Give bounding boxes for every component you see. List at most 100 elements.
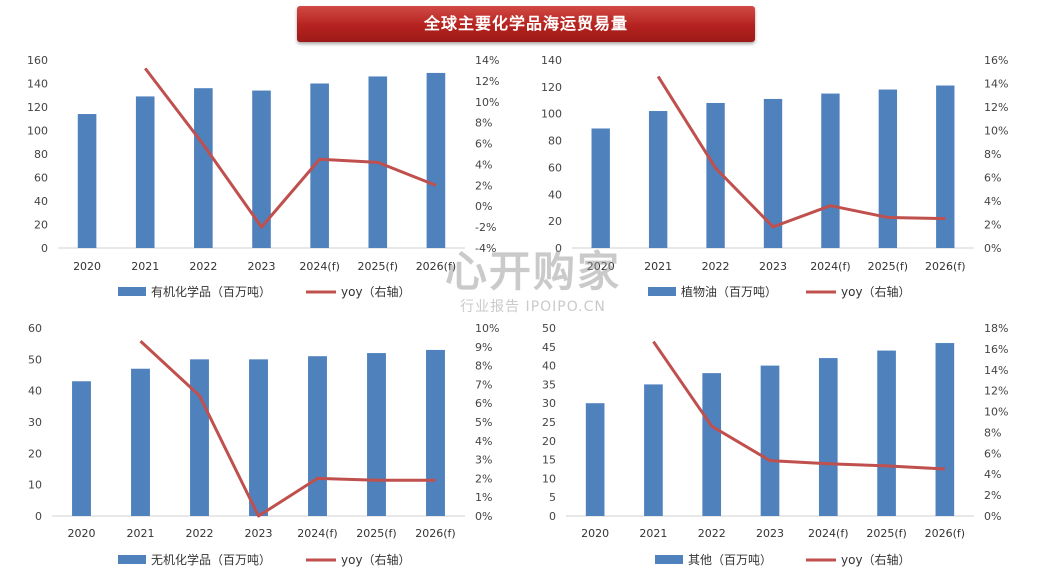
bar — [644, 384, 663, 516]
y2-axis-tick-label: 7% — [475, 378, 492, 391]
y2-axis-tick-label: 14% — [475, 54, 499, 67]
y-axis-tick-label: 40 — [542, 360, 556, 373]
bar — [648, 111, 668, 249]
x-axis-category-label: 2026(f) — [416, 260, 456, 273]
bar — [702, 373, 722, 516]
y-axis-tick-label: 120 — [27, 101, 48, 114]
y2-axis-tick-label: 2% — [984, 489, 1001, 502]
y2-axis-tick-label: 8% — [984, 426, 1001, 439]
y-axis-tick-label: 120 — [541, 81, 562, 94]
bar — [252, 90, 271, 248]
bar — [585, 403, 605, 516]
y2-axis-tick-label: 6% — [475, 397, 492, 410]
x-axis-category-label: 2023 — [248, 260, 276, 273]
chart-inorganic-chemicals: 0 10 20 30 40 50 60 0% 1% 2% 3% 4% 5% 6% 7% 8% 9% 10% 2020… — [28, 322, 499, 567]
bar — [72, 381, 91, 516]
x-axis-category-label: 2026(f) — [925, 527, 965, 540]
y2-axis-tick-label: 12% — [984, 385, 1008, 398]
y-axis-tick-label: 50 — [28, 353, 42, 366]
bar — [249, 359, 268, 516]
y-axis-tick-label: 80 — [34, 148, 48, 161]
y2-axis-tick-label: 10% — [475, 322, 499, 335]
y2-axis-tick-label: -2% — [475, 221, 496, 234]
x-axis-category-label: 2020 — [587, 260, 615, 273]
x-axis-category-label: 2024(f) — [299, 260, 339, 273]
x-axis-category-label: 2020 — [73, 260, 101, 273]
y2-axis-tick-label: 12% — [984, 101, 1008, 114]
y-axis-tick-label: 0 — [35, 510, 42, 523]
x-axis-category-label: 2025(f) — [868, 260, 908, 273]
y2-axis-tick-label: -4% — [475, 242, 496, 255]
x-axis-category-label: 2021 — [644, 260, 672, 273]
y-axis-tick-label: 60 — [28, 322, 42, 335]
y2-axis-tick-label: 12% — [475, 75, 499, 88]
y-axis-tick-label: 40 — [548, 188, 562, 201]
bar — [135, 96, 155, 248]
y2-axis-tick-label: 0% — [475, 200, 492, 213]
y-axis-tick-label: 100 — [27, 125, 48, 138]
legend-line-label: yoy（右轴） — [341, 284, 411, 299]
y-axis-tick-label: 30 — [28, 416, 42, 429]
x-axis-category-label: 2022 — [702, 260, 730, 273]
bar — [310, 83, 329, 248]
legend-bar-label: 有机化学品（百万吨） — [151, 284, 271, 299]
x-axis-category-label: 2026(f) — [925, 260, 965, 273]
x-axis-category-label: 2025(f) — [866, 527, 906, 540]
y-axis-tick-label: 20 — [28, 447, 42, 460]
x-axis-category-label: 2021 — [639, 527, 667, 540]
y2-axis-tick-label: 14% — [984, 78, 1008, 91]
y2-axis-tick-label: 8% — [475, 360, 492, 373]
y-axis-tick-label: 5 — [549, 491, 556, 504]
x-axis-category-label: 2023 — [245, 527, 273, 540]
y2-axis-tick-label: 10% — [475, 96, 499, 109]
chart-vegetable-oil: 0 20 40 60 80 100 120 140 0% 2% 4% 6% 8% 10% 12% 14% 16%… — [541, 54, 1008, 299]
y-axis-tick-label: 160 — [27, 54, 48, 67]
x-axis-category-label: 2022 — [698, 527, 726, 540]
legend-bar-label: 其他（百万吨） — [688, 553, 772, 567]
y-axis-tick-label: 60 — [548, 161, 562, 174]
legend-line-label: yoy（右轴） — [841, 552, 911, 567]
x-axis-category-label: 2023 — [759, 260, 787, 273]
bar — [77, 114, 97, 248]
y-axis-tick-label: 0 — [549, 510, 556, 523]
x-axis-category-label: 2022 — [189, 260, 217, 273]
y-axis-tick-label: 100 — [541, 108, 562, 121]
legend-bar-swatch — [655, 555, 683, 564]
y-axis-tick-label: 20 — [34, 219, 48, 232]
y2-axis-tick-label: 6% — [475, 138, 492, 151]
bar — [877, 350, 896, 516]
y-axis-tick-label: 10 — [542, 472, 556, 485]
y-axis-tick-label: 40 — [28, 385, 42, 398]
x-axis-category-label: 2023 — [756, 527, 784, 540]
bar — [426, 72, 446, 248]
y2-axis-tick-label: 9% — [475, 341, 492, 354]
bar — [591, 128, 610, 248]
y-axis-tick-label: 20 — [548, 215, 562, 228]
y2-axis-tick-label: 8% — [984, 148, 1001, 161]
y2-axis-tick-label: 0% — [984, 510, 1001, 523]
x-axis-category-label: 2025(f) — [358, 260, 398, 273]
legend-bar-label: 植物油（百万吨） — [681, 284, 777, 299]
y2-axis-tick-label: 14% — [984, 364, 1008, 377]
y2-axis-tick-label: 10% — [984, 406, 1008, 419]
yoy-line — [652, 340, 945, 471]
y2-axis-tick-label: 2% — [475, 472, 492, 485]
y2-axis-tick-label: 0% — [984, 242, 1001, 255]
bar — [763, 98, 783, 248]
y2-axis-tick-label: 1% — [475, 491, 492, 504]
y-axis-tick-label: 140 — [541, 54, 562, 67]
bar — [821, 93, 840, 248]
bar — [936, 85, 955, 248]
x-axis-category-label: 2020 — [581, 527, 609, 540]
chart-other: 0 5 10 15 20 25 30 35 40 45 50 0% 2% 4% 6% 8% 10% 12% 14% 1… — [542, 322, 1008, 567]
bar — [760, 365, 780, 516]
y2-axis-tick-label: 3% — [475, 454, 492, 467]
yoy-line — [656, 75, 946, 229]
y-axis-tick-label: 140 — [27, 78, 48, 91]
x-axis-category-label: 2022 — [186, 527, 214, 540]
legend-bar-swatch — [118, 287, 146, 296]
y-axis-tick-label: 60 — [34, 172, 48, 185]
bar — [131, 368, 150, 516]
y-axis-tick-label: 15 — [542, 454, 556, 467]
y-axis-tick-label: 0 — [41, 242, 48, 255]
